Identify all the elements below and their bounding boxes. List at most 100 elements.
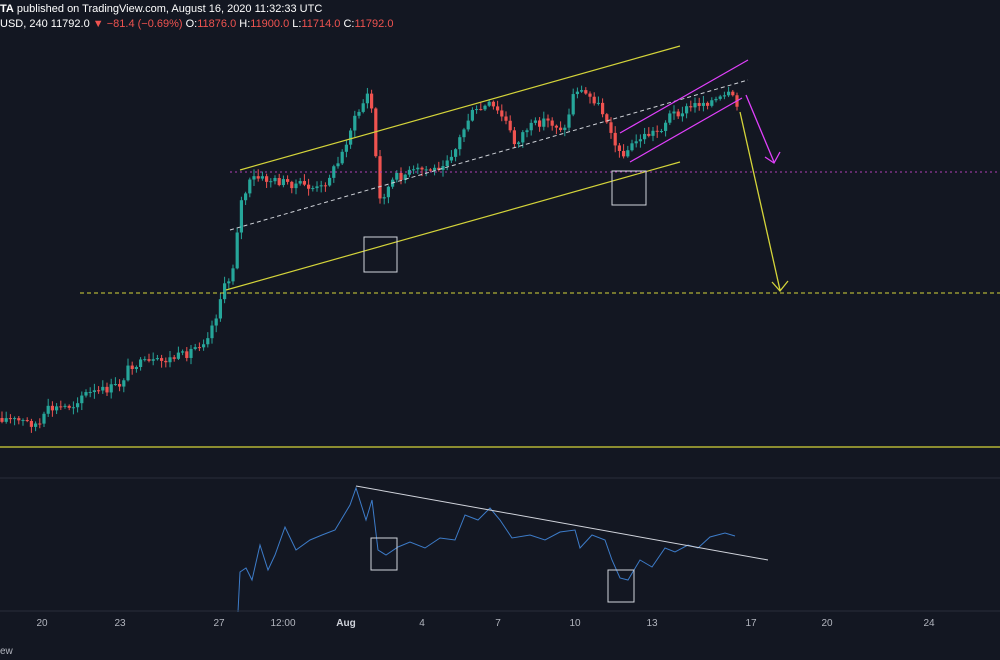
candle-body	[412, 169, 416, 171]
candle-body	[227, 281, 231, 284]
channel-upper-line[interactable]	[239, 45, 681, 171]
candle-body	[470, 109, 474, 121]
candle-body	[458, 137, 462, 150]
candle-body	[118, 384, 122, 387]
candle-body	[428, 169, 432, 171]
candle-body	[466, 120, 470, 130]
candle-body	[508, 120, 512, 131]
candle-body	[46, 405, 50, 414]
candle-body	[475, 109, 479, 111]
candle-body	[349, 130, 353, 145]
candle-body	[668, 113, 672, 123]
candle-body	[42, 413, 46, 424]
candle-body	[55, 406, 59, 411]
candle-body	[517, 142, 521, 145]
channel-lower-line[interactable]	[225, 161, 681, 291]
candle-body	[134, 366, 138, 370]
open-value: 11876.0	[197, 18, 237, 30]
candle-body	[626, 150, 630, 157]
candle-body	[4, 418, 8, 422]
candle-body	[676, 111, 680, 117]
candle-body	[235, 232, 239, 269]
candle-body	[67, 405, 71, 408]
candle-body	[172, 357, 176, 359]
close-value: 11792.0	[354, 18, 394, 30]
candle-body	[8, 418, 12, 420]
candle-body	[420, 167, 424, 170]
candle-body	[533, 120, 537, 123]
candle-body	[693, 103, 697, 108]
candle-body	[563, 127, 567, 131]
candle-body	[80, 395, 84, 404]
candle-body	[307, 184, 311, 189]
highlight-box-aug12-low[interactable]	[611, 170, 647, 206]
candle-body	[710, 100, 714, 106]
highlight-box-osc-1[interactable]	[370, 537, 398, 571]
candle-body	[25, 420, 29, 422]
candle-body	[252, 176, 256, 180]
candle-body	[496, 106, 500, 111]
candle-body	[706, 102, 710, 106]
candle-body	[294, 183, 298, 189]
candle-body	[382, 197, 386, 199]
candle-body	[185, 351, 189, 358]
time-axis[interactable]: 20 23 27 12:00 Aug 4 7 10 13 17 20 24	[36, 618, 935, 629]
candle-body	[685, 106, 689, 114]
candle-body	[223, 283, 227, 300]
candle-body	[29, 420, 33, 427]
candle-body	[722, 95, 726, 97]
candle-body	[407, 169, 411, 175]
yellow-arrow-line[interactable]	[739, 111, 781, 291]
candle-body	[76, 403, 80, 408]
magenta-arrow-line[interactable]	[745, 94, 775, 163]
candle-body	[634, 141, 638, 144]
candle-body	[525, 130, 529, 133]
oscillator-resistance-line[interactable]	[355, 485, 769, 561]
candle-body	[365, 93, 369, 104]
candle-body	[605, 114, 609, 123]
candle-body	[617, 145, 621, 151]
candle-body	[63, 405, 67, 407]
candle-body	[647, 133, 651, 136]
candle-body	[437, 167, 441, 170]
x-tick-label: 27	[213, 618, 225, 629]
symbol-interval: USD, 240	[0, 18, 48, 30]
candle-body	[256, 176, 260, 179]
candle-body	[701, 102, 705, 106]
high-label: H:	[239, 18, 251, 30]
highlight-box-aug2-low[interactable]	[363, 236, 398, 273]
candle-body	[399, 172, 403, 180]
wedge-lower-line[interactable]	[629, 97, 743, 163]
yellow-arrowhead-icon	[771, 280, 789, 293]
candle-body	[319, 185, 323, 187]
x-tick-label: Aug	[336, 618, 355, 629]
highlight-box-osc-2[interactable]	[607, 569, 635, 603]
candle-body	[638, 139, 642, 142]
candle-body	[206, 338, 210, 345]
candle-body	[378, 156, 382, 199]
candle-body	[17, 418, 21, 421]
candle-body	[181, 351, 185, 353]
wedge-upper-line[interactable]	[619, 59, 749, 134]
channel-midline[interactable]	[229, 79, 749, 231]
magenta-arrowhead-icon	[764, 151, 781, 164]
candle-body	[449, 156, 453, 161]
candle-body	[13, 418, 17, 420]
candle-body	[332, 166, 336, 178]
candle-body	[542, 118, 546, 127]
candle-body	[680, 113, 684, 117]
candle-body	[214, 318, 218, 326]
candle-body	[197, 347, 201, 349]
candle-body	[659, 130, 663, 132]
price-change: ▼ −81.4 (−0.69%)	[92, 18, 183, 30]
candle-body	[361, 103, 365, 112]
candle-body	[529, 122, 533, 131]
chart-header: TA published on TradingView.com, August …	[0, 0, 1000, 36]
candle-body	[290, 181, 294, 189]
candle-body	[189, 348, 193, 358]
candle-body	[554, 125, 558, 128]
candlestick-series	[0, 85, 739, 433]
x-tick-label: 20	[36, 618, 48, 629]
candle-body	[168, 357, 172, 363]
